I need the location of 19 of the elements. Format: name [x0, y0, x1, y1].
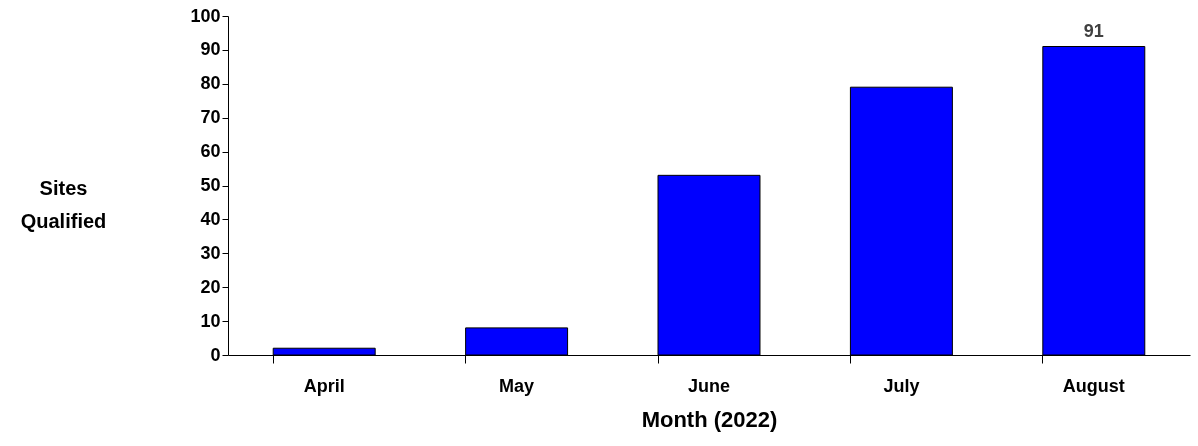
- y-tick-label: 100: [190, 5, 221, 26]
- y-tick-label: 50: [200, 175, 221, 195]
- y-tick-label: 30: [200, 242, 221, 263]
- data-label: 91: [1083, 20, 1104, 41]
- y-tick-label: 20: [200, 276, 221, 297]
- y-tick-label: 40: [200, 208, 221, 229]
- x-tick-label: April: [303, 375, 345, 396]
- y-tick-label: 80: [200, 73, 221, 94]
- y-tick-label: 10: [200, 310, 221, 331]
- x-axis-title: Month (2022): [641, 406, 778, 432]
- x-tick-label: August: [1062, 375, 1125, 396]
- y-tick-label: 60: [200, 141, 221, 162]
- y-tick-label: 0: [210, 344, 221, 365]
- y-tick-label: 90: [200, 39, 221, 60]
- x-tick-label: May: [499, 375, 535, 396]
- x-tick-label: July: [883, 375, 920, 396]
- y-axis-title: Sites Qualified: [20, 176, 107, 232]
- x-tick-label: June: [687, 375, 731, 396]
- y-tick-label: 70: [200, 107, 221, 128]
